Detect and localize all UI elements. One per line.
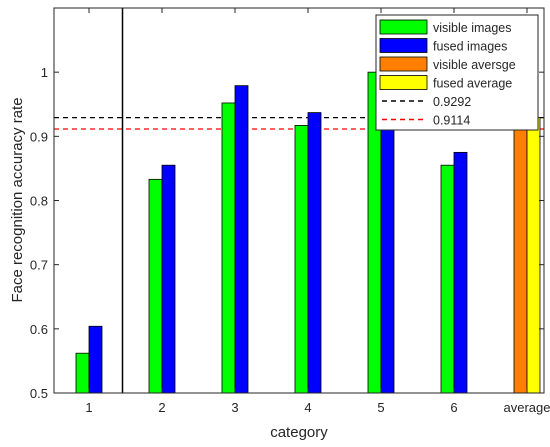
legend-swatch-3 xyxy=(379,56,428,72)
x-tick-label-2: 2 xyxy=(158,400,165,415)
x-axis-label: category xyxy=(270,424,328,441)
x-tick-label-3: 3 xyxy=(231,400,238,415)
bar-3-series-1 xyxy=(221,102,236,394)
y-tick-label-4: 0.8 xyxy=(30,194,48,209)
x-axis-ticks: 1 2 3 4 5 6 average xyxy=(85,8,550,415)
x-tick-label-7: average xyxy=(504,400,550,415)
legend-label-6: 0.9114 xyxy=(433,114,470,128)
y-tick-label-3: 0.7 xyxy=(30,258,48,273)
x-tick-label-5: 5 xyxy=(377,400,384,415)
legend-swatch-4 xyxy=(379,75,428,90)
bar-6-series-1 xyxy=(440,164,455,394)
x-tick-label-4: 4 xyxy=(304,400,311,415)
y-tick-label-2: 0.6 xyxy=(30,322,48,337)
bar-4-series-2 xyxy=(307,112,322,394)
y-tick-label-1: 0.5 xyxy=(30,386,48,401)
bar-2-series-2 xyxy=(161,164,176,394)
legend-swatch-1 xyxy=(379,19,428,35)
bar-average-series-3 xyxy=(513,128,528,394)
legend-swatch-2 xyxy=(379,38,428,53)
legend: visible images fused images visible aversg… xyxy=(375,14,539,131)
bar-2-series-1 xyxy=(148,178,163,394)
bar-4-series-1 xyxy=(294,125,309,394)
bar-6-series-2 xyxy=(453,151,468,394)
bar-1-series-2 xyxy=(88,325,103,394)
y-axis-label: Face recognition accuracy rate xyxy=(9,97,26,302)
legend-label-5: 0.9292 xyxy=(433,95,471,109)
x-tick-label-6: 6 xyxy=(450,400,457,415)
legend-label-1: visible images xyxy=(433,21,512,35)
y-tick-label-5: 0.9 xyxy=(30,129,48,144)
y-axis-ticks: 0.5 0.6 0.7 0.8 0.9 1 xyxy=(30,65,544,401)
legend-label-4: fused average xyxy=(433,77,512,91)
legend-label-2: fused images xyxy=(433,40,507,54)
bar-1-series-1 xyxy=(75,352,90,394)
legend-label-3: visible aversge xyxy=(433,58,516,72)
bar-average-series-4 xyxy=(526,117,541,394)
bar-3-series-2 xyxy=(234,85,249,394)
y-tick-label-6: 1 xyxy=(41,65,48,80)
x-tick-label-1: 1 xyxy=(85,400,92,415)
